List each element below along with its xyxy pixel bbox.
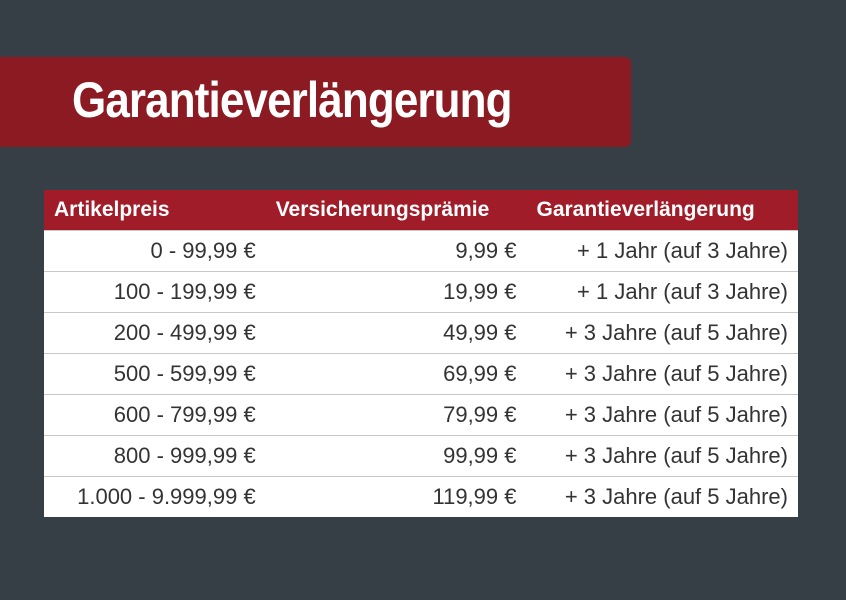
title: Garantieverlängerung — [72, 72, 513, 128]
cell: 79,99 € — [265, 394, 527, 436]
cell: + 3 Jahre (auf 5 Jahre) — [526, 435, 798, 477]
cell: + 3 Jahre (auf 5 Jahre) — [526, 312, 798, 354]
price-table: Artikelpreis Versicherungsprämie Garantiev… — [44, 190, 798, 517]
column-header: Versicherungsprämie — [265, 190, 527, 231]
cell: 69,99 € — [265, 353, 527, 395]
cell: + 1 Jahr (auf 3 Jahre) — [526, 271, 798, 313]
cell: 600 - 799,99 € — [44, 394, 266, 436]
cell: 500 - 599,99 € — [44, 353, 266, 395]
cell: 99,99 € — [265, 435, 527, 477]
cell: 100 - 199,99 € — [44, 271, 266, 313]
cell: + 3 Jahre (auf 5 Jahre) — [526, 394, 798, 436]
row: 0 - 99,99 €9,99 € + 1 Jahr (auf 3 Jahre) — [44, 230, 798, 272]
row: 100 - 199,99 €19,99 € + 1 Jahr (auf 3 Jah… — [44, 271, 798, 313]
cell: 19,99 € — [265, 271, 527, 313]
row: 800 - 999,99 €99,99 € + 3 Jahre (auf 5 Ja… — [44, 435, 798, 477]
cell: + 3 Jahre (auf 5 Jahre) — [526, 353, 798, 395]
cell: 200 - 499,99 € — [44, 312, 266, 354]
row: 500 - 599,99 €69,99 € + 3 Jahre (auf 5 Ja… — [44, 353, 798, 395]
title-banner: Garantieverlängerung — [0, 57, 631, 147]
cell: + 1 Jahr (auf 3 Jahre) — [526, 230, 798, 272]
cell: 9,99 € — [265, 230, 527, 272]
row: 1.000 - 9.999,99 €119,99 € + 3 Jahre (auf… — [44, 476, 798, 517]
cell: 800 - 999,99 € — [44, 435, 266, 477]
cell: 49,99 € — [265, 312, 527, 354]
cell: + 3 Jahre (auf 5 Jahre) — [526, 476, 798, 517]
cell: 0 - 99,99 € — [44, 230, 266, 272]
column-header: Artikelpreis — [44, 190, 266, 231]
row: 200 - 499,99 €49,99 € + 3 Jahre (auf 5 Ja… — [44, 312, 798, 354]
header-row: Artikelpreis Versicherungsprämie Garantiev… — [44, 190, 798, 231]
cell: 119,99 € — [265, 476, 527, 517]
cell: 1.000 - 9.999,99 € — [44, 476, 266, 517]
row: 600 - 799,99 €79,99 € + 3 Jahre (auf 5 Ja… — [44, 394, 798, 436]
column-header: Garantieverlängerung — [526, 190, 798, 231]
